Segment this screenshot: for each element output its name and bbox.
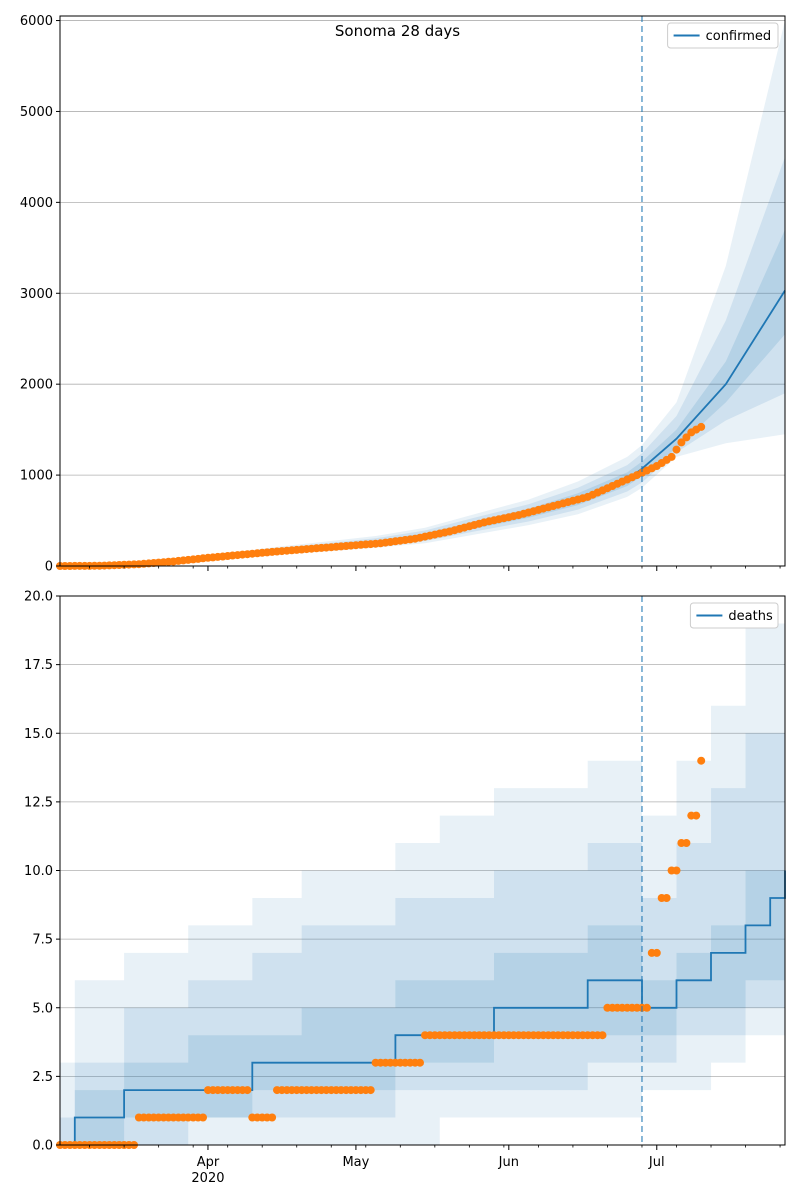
observed-point	[366, 1086, 375, 1095]
y-tick-label: 17.5	[24, 658, 53, 673]
y-tick-label: 10.0	[24, 864, 53, 879]
chart-title: Sonoma 28 days	[335, 22, 460, 40]
observed-point	[692, 811, 701, 820]
y-tick-label: 20.0	[24, 590, 53, 605]
y-tick-label: 3000	[20, 287, 53, 302]
deaths-median-line	[60, 870, 786, 1146]
observed-point	[682, 433, 691, 442]
confirmed-legend: confirmed	[667, 22, 779, 49]
y-tick-label: 7.5	[32, 933, 53, 948]
x-tick-sublabel: 2020	[191, 1171, 224, 1186]
deaths-legend: deaths	[689, 602, 779, 629]
observed-point	[697, 756, 706, 765]
deaths-bands	[60, 568, 785, 1145]
deaths-median	[60, 870, 786, 1146]
deaths-panel: 0.0 2.5 5.0 7.5 10.0 12.5 15.0 17.5 20.0 Apr2020…	[24, 568, 786, 1186]
y-tick-label: 15.0	[24, 727, 53, 742]
confidence-band-80	[60, 678, 785, 1145]
observed-point	[652, 948, 661, 957]
y-tick-label: 4000	[20, 196, 53, 211]
observed-point	[662, 894, 671, 902]
confirmed-x-ticks	[89, 566, 781, 571]
x-tick-label: Apr	[197, 1155, 220, 1170]
y-tick-label: 5000	[20, 105, 53, 120]
observed-point	[667, 452, 676, 461]
deaths-y-ticks: 0.0 2.5 5.0 7.5 10.0 12.5 15.0 17.5 20.0	[24, 590, 60, 1154]
x-tick-label: Jul	[648, 1155, 665, 1170]
y-tick-label: 5.0	[32, 1001, 53, 1016]
confirmed-points	[56, 422, 706, 570]
y-tick-label: 2.5	[32, 1070, 53, 1085]
observed-point	[416, 1058, 424, 1067]
legend-box	[689, 602, 779, 629]
confidence-band-50	[60, 815, 785, 1145]
y-tick-label: 2000	[20, 378, 53, 393]
confidence-band-95	[60, 568, 785, 1145]
confirmed-y-ticks: 0 1000 2000 3000 4000 5000 6000	[20, 14, 60, 575]
observed-point	[682, 839, 691, 847]
y-tick-label: 1000	[20, 469, 53, 484]
observed-point	[672, 866, 681, 875]
x-tick-label: Jun	[498, 1155, 519, 1170]
observed-point	[598, 1031, 607, 1040]
observed-point	[199, 1113, 207, 1122]
observed-point	[672, 445, 681, 454]
y-tick-label: 0	[45, 560, 53, 575]
legend-label-confirmed: confirmed	[706, 29, 772, 44]
y-tick-label: 12.5	[24, 795, 53, 810]
legend-label-deaths: deaths	[728, 609, 773, 624]
y-tick-label: 0.0	[32, 1139, 53, 1154]
observed-point	[642, 1003, 651, 1012]
legend-box	[667, 22, 779, 49]
confirmed-axes-frame	[59, 15, 786, 567]
y-tick-label: 6000	[20, 14, 53, 29]
deaths-points	[56, 756, 706, 1149]
observed-point	[677, 438, 686, 447]
confirmed-grid	[60, 20, 785, 476]
observed-point	[268, 1113, 277, 1122]
observed-point	[243, 1086, 252, 1095]
confirmed-panel: 0 1000 2000 3000 4000 5000 6000 Sonoma 28 days…	[20, 14, 786, 575]
x-tick-label: May	[342, 1155, 369, 1170]
observed-point	[697, 422, 706, 431]
